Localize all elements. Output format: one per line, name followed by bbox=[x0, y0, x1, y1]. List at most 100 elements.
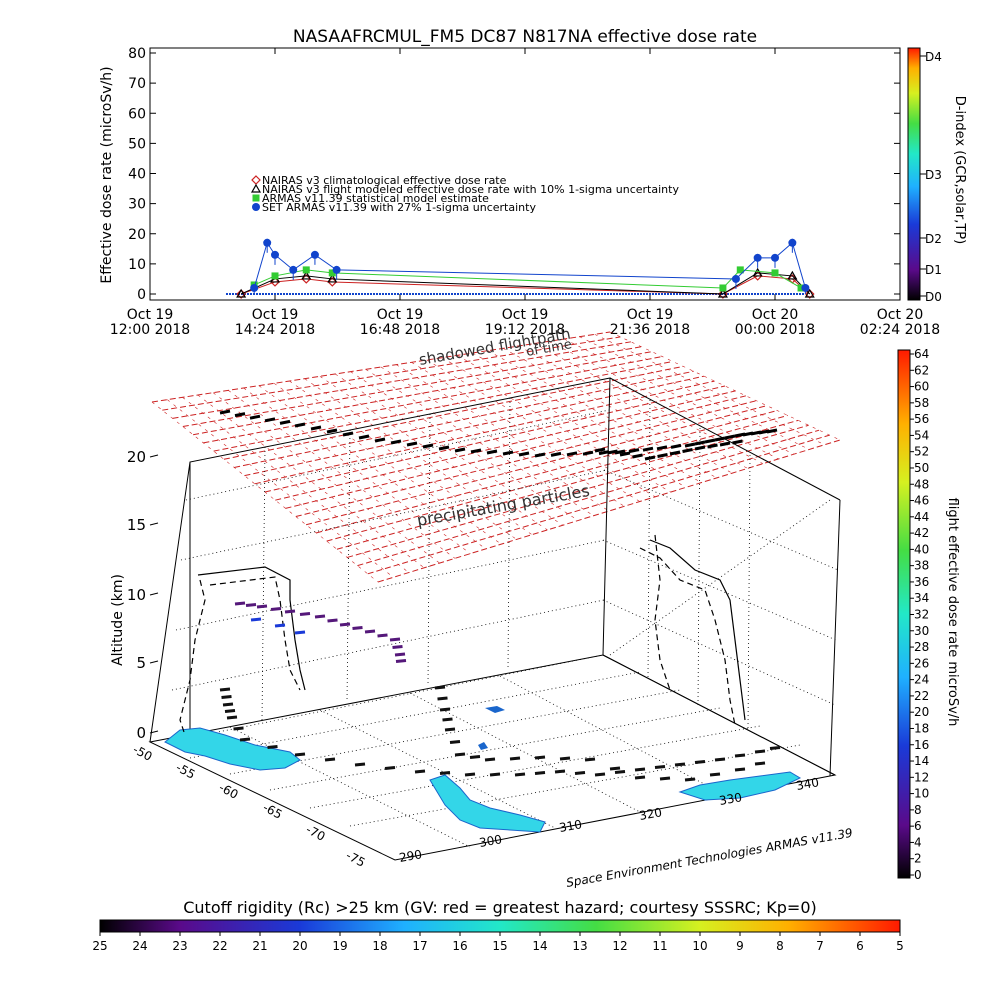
dose-colorbar-tick-label: 62 bbox=[914, 363, 929, 377]
shadow-track-mark bbox=[682, 448, 693, 453]
shadow-track-mark bbox=[390, 439, 402, 445]
dindex-colorbar bbox=[907, 47, 921, 301]
shadow-track-mark bbox=[632, 453, 643, 459]
flight-dose-mark-black bbox=[734, 767, 746, 772]
shadow-track-mark bbox=[234, 412, 246, 418]
top-x-tick-label-day: Oct 20 bbox=[752, 307, 798, 323]
shadow-track-mark bbox=[704, 438, 716, 444]
red-plane-row bbox=[336, 419, 799, 550]
dose-colorbar-tick-label: 46 bbox=[914, 494, 929, 508]
top-y-tick-label: 40 bbox=[128, 167, 146, 183]
shadow-track-mark bbox=[310, 425, 322, 431]
red-plane-row bbox=[213, 360, 673, 452]
altitude-tick-label: 0 bbox=[136, 724, 146, 742]
cutoff-colorbar-tick-label: 8 bbox=[776, 939, 784, 953]
flight-dose-mark-blue bbox=[250, 617, 262, 622]
dose-colorbar-tick-label: 2 bbox=[914, 852, 922, 866]
top-x-tick-label-time: 16:48 2018 bbox=[360, 322, 440, 338]
red-plane-col bbox=[487, 350, 717, 479]
nairas-flight-point bbox=[301, 270, 312, 280]
flight-dose-mark-black bbox=[674, 762, 686, 767]
flight-dose-mark-black bbox=[594, 772, 606, 777]
cutoff-colorbar-tick-label: 5 bbox=[896, 939, 904, 953]
top-chart-title: NASAAFRCMUL_FM5 DC87 N817NA effective do… bbox=[293, 27, 757, 47]
dose-colorbar-tick-label: 12 bbox=[914, 770, 929, 784]
red-plane-col bbox=[594, 334, 825, 446]
shadow-track-mark bbox=[470, 448, 482, 454]
top-y-tick-label: 30 bbox=[128, 197, 146, 213]
red-plane-row bbox=[162, 336, 621, 411]
shadow-track-mark bbox=[374, 437, 386, 443]
top-x-tick-label-time: 14:24 2018 bbox=[235, 322, 315, 338]
dose-colorbar-tick-label: 28 bbox=[914, 640, 929, 654]
dindex-tick-label: D3 bbox=[925, 168, 942, 182]
red-plane-col bbox=[411, 362, 640, 502]
flight-dose-mark-purple bbox=[377, 633, 388, 638]
armas-model-point bbox=[271, 272, 279, 280]
shadow-track-mark bbox=[694, 445, 706, 451]
flight-dose-mark-black bbox=[554, 769, 566, 774]
shadow-track-mark bbox=[406, 441, 418, 447]
red-plane-col bbox=[579, 336, 810, 450]
shadow-track-mark bbox=[264, 417, 276, 423]
dindex-ticks: D0 D1 D2 D3 D4 bbox=[920, 50, 942, 304]
flight-dose-mark-purple bbox=[284, 609, 296, 614]
landmass-falklands bbox=[429, 774, 546, 833]
flight-dose-mark-black bbox=[221, 695, 232, 699]
shadow-track-mark bbox=[582, 450, 594, 456]
set-armas-point bbox=[252, 203, 260, 211]
shadow-track-mark bbox=[694, 440, 706, 446]
flight-dose-mark-purple bbox=[389, 637, 401, 642]
flight-dose-mark-black bbox=[654, 765, 666, 769]
red-plane-col bbox=[502, 348, 733, 474]
cutoff-colorbar-tick-label: 9 bbox=[736, 939, 744, 953]
red-plane-col bbox=[365, 369, 594, 516]
flight-dose-mark-blue bbox=[294, 630, 306, 635]
longitude-tick-label: 300 bbox=[478, 832, 503, 850]
altitude-tick-mark bbox=[149, 522, 159, 526]
dose-colorbar-tick-label: 60 bbox=[914, 380, 929, 394]
nairas-climatological-point bbox=[804, 289, 815, 299]
dose-colorbar-tick-label: 48 bbox=[914, 477, 929, 491]
top-y-tick-label: 60 bbox=[128, 106, 146, 122]
shadow-track-mark bbox=[607, 449, 618, 455]
set-armas-point bbox=[753, 253, 762, 262]
nairas-flight-point bbox=[804, 288, 815, 298]
dindex-tick-label: D4 bbox=[925, 50, 942, 64]
shadow-track-mark bbox=[619, 451, 631, 457]
set-armas-point bbox=[788, 238, 797, 247]
dose-colorbar-tick-label: 8 bbox=[914, 803, 922, 817]
red-plane-row bbox=[316, 410, 778, 534]
set-armas-point bbox=[289, 265, 298, 274]
longitude-ticks: 290 300 310 320 330 340 bbox=[398, 775, 820, 865]
flight-track-5 bbox=[639, 547, 736, 726]
top-y-ticks: 0 10 20 30 40 50 60 70 80 bbox=[128, 46, 900, 303]
cutoff-rigidity-ticks: 25 24 23 22 21 20 19 18 17 16 15 14 13 12 11 10 9 8 7 6 5 bbox=[92, 932, 904, 953]
cutoff-colorbar-tick-label: 15 bbox=[492, 939, 507, 953]
flight-dose-mark-black bbox=[634, 767, 646, 772]
dose-colorbar-tick-label: 22 bbox=[914, 689, 929, 703]
top-x-tick-label-time: 12:00 2018 bbox=[110, 322, 190, 338]
armas-model-point bbox=[797, 284, 805, 292]
flight-track-3 bbox=[209, 576, 301, 691]
shadow-track-mark bbox=[249, 414, 261, 420]
set-armas-point bbox=[801, 283, 810, 292]
armas-model-point bbox=[252, 194, 260, 202]
top-y-tick-label: 50 bbox=[128, 136, 146, 152]
flight-track-6 bbox=[654, 534, 671, 691]
dindex-tick-label: D1 bbox=[925, 263, 942, 277]
flight-3d-panel: shadowed flightpath of time precipitatin… bbox=[110, 325, 854, 890]
flight-dose-mark-purple bbox=[256, 604, 268, 609]
cutoff-colorbar-tick-label: 19 bbox=[332, 939, 347, 953]
dindex-label: D-index (GCR,solar,TP) bbox=[952, 96, 967, 244]
flight-dose-mark-black bbox=[489, 772, 501, 777]
legend-entry-text: ARMAS v11.39 statistical model estimate bbox=[262, 192, 489, 205]
shadow-track-mark bbox=[670, 443, 682, 449]
flight-dose-mark-black bbox=[684, 777, 696, 782]
shadow-track-mark bbox=[534, 452, 546, 458]
shadow-track-mark bbox=[766, 428, 778, 434]
flight-dose-mark-purple bbox=[234, 601, 246, 606]
top-x-tick-label-time: 21:36 2018 bbox=[610, 322, 690, 338]
flight-dose-mark-black bbox=[439, 771, 451, 775]
dose-rate-colorbar-label: flight effective dose rate microSv/h bbox=[945, 498, 960, 727]
